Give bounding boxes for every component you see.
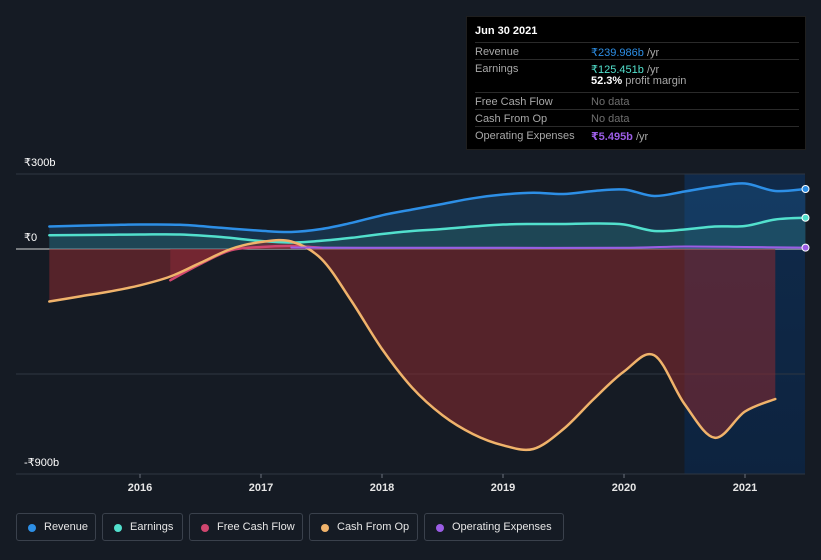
legend-dot-icon — [114, 524, 122, 532]
tooltip-value: ₹125.451b /yr — [591, 64, 660, 76]
line-cash-from-op — [48, 238, 777, 452]
legend-item-free-cash-flow[interactable]: Free Cash Flow — [189, 513, 303, 541]
x-tick-label: 2020 — [612, 482, 636, 494]
area-revenue — [49, 183, 806, 249]
y-tick-label: ₹0 — [24, 232, 37, 244]
legend-dot-icon — [201, 524, 209, 532]
legend-dot-icon — [436, 524, 444, 532]
legend-label: Cash From Op — [337, 521, 410, 533]
tooltip-value: No data — [591, 96, 630, 108]
line-earnings — [48, 216, 807, 244]
legend-item-operating-expenses[interactable]: Operating Expenses — [424, 513, 564, 541]
legend-dot-icon — [28, 524, 36, 532]
y-tick-label: ₹300b — [24, 157, 55, 169]
x-axis: 2016 2017 2018 2019 2020 2021 — [128, 474, 757, 494]
x-tick-label: 2017 — [249, 482, 273, 494]
series-end-markers — [801, 185, 810, 252]
legend-label: Earnings — [130, 521, 174, 533]
tooltip-label: Revenue — [475, 46, 520, 58]
tooltip-label: Free Cash Flow — [475, 96, 553, 108]
line-operating-expenses — [290, 245, 807, 249]
tooltip-row-cash-from-op: Cash From Op No data — [475, 109, 799, 126]
x-tick-label: 2019 — [491, 482, 515, 494]
y-tick-label: -₹900b — [24, 457, 59, 469]
tooltip-value: ₹5.495b /yr — [591, 131, 649, 143]
tooltip-value: ₹239.986b /yr — [591, 47, 660, 59]
x-tick-label: 2018 — [370, 482, 394, 494]
tooltip-row-earnings: Earnings ₹125.451b /yr — [475, 59, 799, 76]
tooltip-label: Operating Expenses — [475, 130, 575, 142]
tooltip-row-free-cash-flow: Free Cash Flow No data — [475, 92, 799, 109]
tooltip-date: Jun 30 2021 — [475, 25, 538, 37]
tooltip: Jun 30 2021 Revenue ₹239.986b /yr Earnin… — [466, 16, 806, 150]
legend-label: Revenue — [44, 521, 89, 533]
tooltip-label: Earnings — [475, 63, 519, 75]
line-revenue — [48, 182, 807, 234]
tooltip-value: No data — [591, 113, 630, 125]
end-marker-revenue — [801, 185, 810, 193]
end-marker-operating-expenses — [801, 243, 810, 252]
y-axis: ₹300b ₹0 -₹900b — [24, 157, 59, 469]
area-cash-from-op — [49, 240, 776, 450]
legend-item-cash-from-op[interactable]: Cash From Op — [309, 513, 418, 541]
legend-item-earnings[interactable]: Earnings — [102, 513, 183, 541]
x-tick-label: 2021 — [733, 482, 757, 494]
legend-label: Free Cash Flow — [217, 521, 295, 533]
tooltip-profit-margin: 52.3% profit margin — [591, 75, 687, 87]
tooltip-label: Cash From Op — [475, 113, 548, 125]
end-marker-earnings — [801, 213, 810, 222]
legend-label: Operating Expenses — [452, 521, 552, 533]
series-lines — [48, 182, 807, 452]
tooltip-row-revenue: Revenue ₹239.986b /yr — [475, 42, 799, 59]
x-tick-label: 2016 — [128, 482, 152, 494]
area-earnings — [49, 217, 806, 249]
legend-item-revenue[interactable]: Revenue — [16, 513, 96, 541]
tooltip-row-operating-expenses: Operating Expenses ₹5.495b /yr — [475, 126, 799, 143]
legend-dot-icon — [321, 524, 329, 532]
